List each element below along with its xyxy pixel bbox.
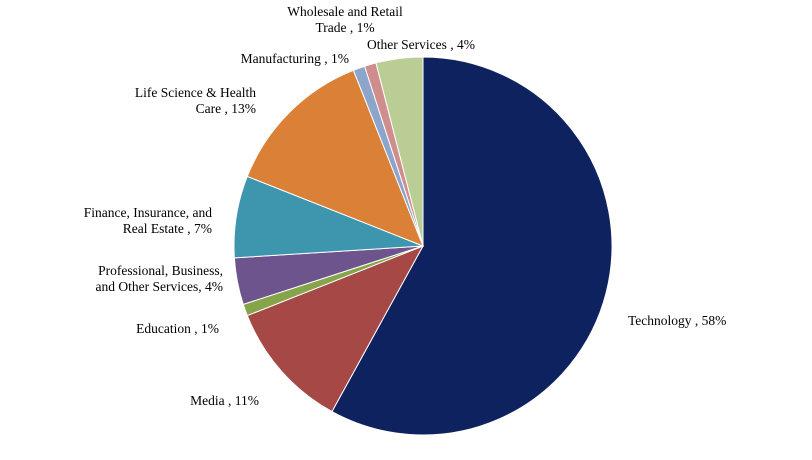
data-label-line: Education , 1% <box>136 321 219 336</box>
data-label-line: Trade , 1% <box>315 20 374 35</box>
data-label-line: Finance, Insurance, and <box>84 205 212 220</box>
data-label-line: Professional, Business, <box>98 263 223 278</box>
pie-slice-media <box>246 245 425 413</box>
data-label-line: Real Estate , 7% <box>123 221 212 236</box>
data-label-line: Other Services , 4% <box>367 37 475 52</box>
pie-slice-technology <box>331 56 613 436</box>
data-label-wholesale-and-retail-trade: Wholesale and Retail Trade , 1% <box>287 4 403 35</box>
data-label-media: Media , 11% <box>190 393 259 408</box>
pie-slice-life-science-health-care <box>246 69 424 247</box>
data-label-line: Manufacturing , 1% <box>241 51 349 66</box>
data-label-finance-insurance-and-real-estate: Finance, Insurance, and Real Estate , 7% <box>84 205 212 236</box>
data-label-technology: Technology , 58% <box>628 313 726 328</box>
pie-labels: Technology , 58% Media , 11% Education , 1… <box>84 4 727 408</box>
data-label-education: Education , 1% <box>136 321 219 336</box>
data-label-line: Technology , 58% <box>628 313 726 328</box>
data-label-other-services: Other Services , 4% <box>367 37 475 52</box>
pie-slices <box>233 56 613 436</box>
data-label-line: and Other Services, 4% <box>96 279 223 294</box>
data-label-line: Wholesale and Retail <box>287 4 403 19</box>
pie-slice-other-services <box>375 56 424 247</box>
data-label-line: Care , 13% <box>196 101 256 116</box>
data-label-line: Life Science & Health <box>135 85 256 100</box>
data-label-life-science-health-care: Life Science & Health Care , 13% <box>135 85 256 116</box>
data-label-professional-business-and-other-services: Professional, Business, and Other Service… <box>96 263 223 294</box>
data-label-line: Media , 11% <box>190 393 259 408</box>
data-label-manufacturing: Manufacturing , 1% <box>241 51 349 66</box>
